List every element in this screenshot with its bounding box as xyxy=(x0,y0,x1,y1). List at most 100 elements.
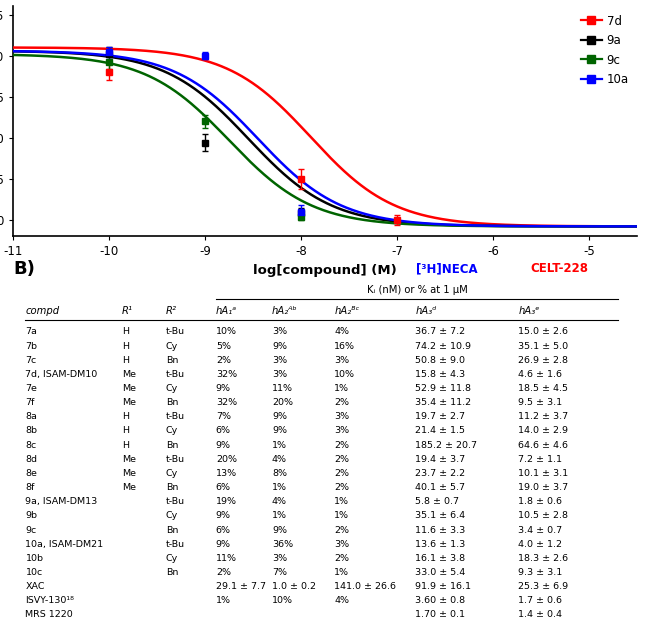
Text: 11.6 ± 3.3: 11.6 ± 3.3 xyxy=(415,525,466,534)
Text: 35.1 ± 6.4: 35.1 ± 6.4 xyxy=(415,511,465,520)
Legend: 7d, 9a, 9c, 10a: 7d, 9a, 9c, 10a xyxy=(578,12,631,88)
Text: R²: R² xyxy=(166,306,177,315)
Text: 1%: 1% xyxy=(272,511,287,520)
Text: 8c: 8c xyxy=(25,441,37,450)
Text: t-Bu: t-Bu xyxy=(166,412,185,421)
Text: 15.0 ± 2.6: 15.0 ± 2.6 xyxy=(519,328,569,336)
Text: 19.7 ± 2.7: 19.7 ± 2.7 xyxy=(415,412,465,421)
Text: hA₁ᵃ: hA₁ᵃ xyxy=(216,306,237,315)
Text: 1%: 1% xyxy=(334,511,349,520)
Text: Bn: Bn xyxy=(166,568,178,577)
Text: 3%: 3% xyxy=(334,356,350,364)
Text: 1%: 1% xyxy=(272,441,287,450)
Text: 4%: 4% xyxy=(334,328,349,336)
Text: 1.7 ± 0.6: 1.7 ± 0.6 xyxy=(519,597,562,605)
Text: 10%: 10% xyxy=(272,597,293,605)
Text: MRS 1220: MRS 1220 xyxy=(25,611,73,619)
Text: 20%: 20% xyxy=(272,398,293,407)
Text: Me: Me xyxy=(122,469,136,478)
Text: 7%: 7% xyxy=(216,412,231,421)
Text: Bn: Bn xyxy=(166,483,178,492)
Text: compd: compd xyxy=(25,306,60,315)
Text: H: H xyxy=(122,441,129,450)
Text: hA₃ᵈ: hA₃ᵈ xyxy=(415,306,437,315)
Text: 2%: 2% xyxy=(334,398,349,407)
Text: Cy: Cy xyxy=(166,511,178,520)
Text: 3%: 3% xyxy=(272,356,287,364)
Text: 3%: 3% xyxy=(272,370,287,379)
Text: Bn: Bn xyxy=(166,525,178,534)
Text: Cy: Cy xyxy=(166,554,178,563)
Text: 7c: 7c xyxy=(25,356,37,364)
Text: H: H xyxy=(122,328,129,336)
Text: hA₂ᴮᶜ: hA₂ᴮᶜ xyxy=(334,306,359,315)
Text: 8b: 8b xyxy=(25,427,38,436)
Text: 7a: 7a xyxy=(25,328,37,336)
Text: Cy: Cy xyxy=(166,469,178,478)
Text: 26.9 ± 2.8: 26.9 ± 2.8 xyxy=(519,356,569,364)
Text: 1.0 ± 0.2: 1.0 ± 0.2 xyxy=(272,582,316,591)
Text: 9%: 9% xyxy=(216,384,231,393)
Text: 91.9 ± 16.1: 91.9 ± 16.1 xyxy=(415,582,471,591)
Text: [³H]NECA: [³H]NECA xyxy=(416,262,478,275)
Text: 6%: 6% xyxy=(216,427,231,436)
Text: 10b: 10b xyxy=(25,554,44,563)
Text: 4.6 ± 1.6: 4.6 ± 1.6 xyxy=(519,370,562,379)
Text: XAC: XAC xyxy=(25,582,45,591)
Text: 36.7 ± 7.2: 36.7 ± 7.2 xyxy=(415,328,465,336)
Text: 2%: 2% xyxy=(334,554,349,563)
Text: 32%: 32% xyxy=(216,398,237,407)
Text: 9.5 ± 3.1: 9.5 ± 3.1 xyxy=(519,398,562,407)
Text: 141.0 ± 26.6: 141.0 ± 26.6 xyxy=(334,582,396,591)
Text: 64.6 ± 4.6: 64.6 ± 4.6 xyxy=(519,441,569,450)
Text: 5%: 5% xyxy=(216,342,231,350)
Text: 7%: 7% xyxy=(272,568,287,577)
Text: 3%: 3% xyxy=(334,540,350,549)
Text: 7f: 7f xyxy=(25,398,35,407)
Text: 1.70 ± 0.1: 1.70 ± 0.1 xyxy=(415,611,465,619)
Text: 9%: 9% xyxy=(272,342,287,350)
Text: 2%: 2% xyxy=(216,568,231,577)
Text: 9.3 ± 3.1: 9.3 ± 3.1 xyxy=(519,568,563,577)
Text: 3%: 3% xyxy=(334,427,350,436)
Text: 10.5 ± 2.8: 10.5 ± 2.8 xyxy=(519,511,569,520)
Text: Kᵢ (nM) or % at 1 μM: Kᵢ (nM) or % at 1 μM xyxy=(367,285,467,295)
Text: 10%: 10% xyxy=(334,370,356,379)
Text: hA₂ᴬᵇ: hA₂ᴬᵇ xyxy=(272,306,298,315)
Text: 4%: 4% xyxy=(272,455,287,464)
Text: 10%: 10% xyxy=(216,328,237,336)
Text: 2%: 2% xyxy=(216,356,231,364)
Text: 16%: 16% xyxy=(334,342,356,350)
Text: 25.3 ± 6.9: 25.3 ± 6.9 xyxy=(519,582,569,591)
Text: 33.0 ± 5.4: 33.0 ± 5.4 xyxy=(415,568,466,577)
Text: 1%: 1% xyxy=(272,483,287,492)
Text: 9%: 9% xyxy=(272,525,287,534)
Text: 1%: 1% xyxy=(216,597,231,605)
Text: t-Bu: t-Bu xyxy=(166,540,185,549)
Text: 9%: 9% xyxy=(272,412,287,421)
Text: 32%: 32% xyxy=(216,370,237,379)
Text: CELT-228: CELT-228 xyxy=(530,262,588,275)
Text: 4%: 4% xyxy=(334,597,349,605)
Text: t-Bu: t-Bu xyxy=(166,370,185,379)
Text: 2%: 2% xyxy=(334,455,349,464)
Text: 19.4 ± 3.7: 19.4 ± 3.7 xyxy=(415,455,465,464)
Text: Me: Me xyxy=(122,398,136,407)
Text: H: H xyxy=(122,427,129,436)
Text: 8f: 8f xyxy=(25,483,35,492)
Text: 2%: 2% xyxy=(334,441,349,450)
Text: 9%: 9% xyxy=(216,441,231,450)
Text: 35.4 ± 11.2: 35.4 ± 11.2 xyxy=(415,398,472,407)
Text: H: H xyxy=(122,412,129,421)
Text: 11.2 ± 3.7: 11.2 ± 3.7 xyxy=(519,412,569,421)
Text: 8d: 8d xyxy=(25,455,38,464)
Text: Me: Me xyxy=(122,370,136,379)
Text: 9%: 9% xyxy=(272,427,287,436)
Text: 3.4 ± 0.7: 3.4 ± 0.7 xyxy=(519,525,562,534)
Text: 18.3 ± 2.6: 18.3 ± 2.6 xyxy=(519,554,569,563)
Text: 8e: 8e xyxy=(25,469,37,478)
Text: 11%: 11% xyxy=(216,554,237,563)
Text: 52.9 ± 11.8: 52.9 ± 11.8 xyxy=(415,384,471,393)
Text: 1.8 ± 0.6: 1.8 ± 0.6 xyxy=(519,497,562,506)
Text: Cy: Cy xyxy=(166,342,178,350)
